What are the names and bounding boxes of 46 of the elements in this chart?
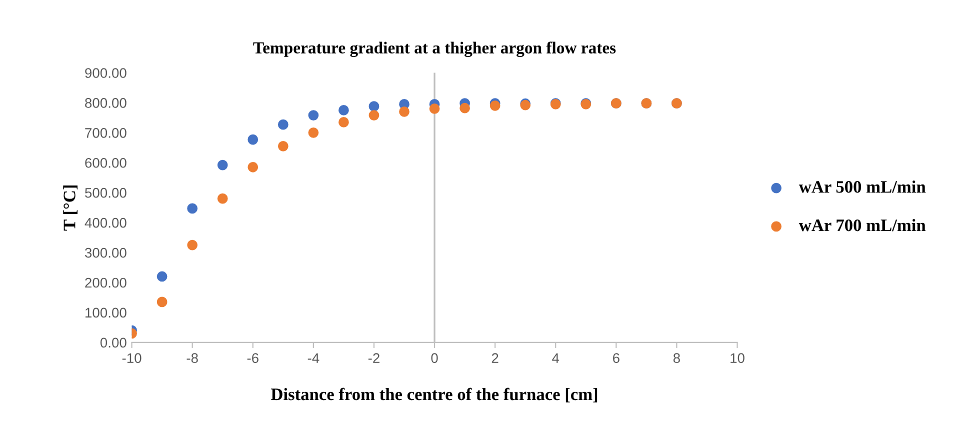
legend-label: wAr 700 mL/min bbox=[798, 218, 926, 232]
y-tick-label: 400.00 bbox=[84, 218, 126, 228]
point bbox=[308, 110, 319, 120]
y-axis-title: T [°C] bbox=[63, 186, 78, 231]
x-tick-label: -10 bbox=[122, 353, 142, 364]
y-tick-label: 800.00 bbox=[85, 98, 126, 108]
point bbox=[278, 140, 288, 152]
y-tick-label: 0.00 bbox=[100, 338, 126, 348]
point bbox=[338, 117, 349, 128]
point bbox=[248, 162, 258, 172]
point bbox=[187, 203, 198, 214]
point bbox=[368, 110, 380, 120]
x-tick-label: -2 bbox=[368, 353, 380, 363]
x-tick-label: 2 bbox=[492, 353, 498, 363]
x-tick-label: -4 bbox=[308, 353, 320, 363]
x-tick-label: 8 bbox=[673, 353, 680, 364]
point bbox=[156, 296, 168, 308]
point bbox=[217, 160, 228, 170]
y-tick-label: 200.00 bbox=[85, 278, 126, 288]
y-tick-label: 300.00 bbox=[84, 248, 126, 258]
point bbox=[490, 100, 500, 111]
chart-title: Temperature gradient at a thigher argon flow rates bbox=[253, 42, 616, 57]
y-tick-label: 100.00 bbox=[86, 308, 126, 318]
x-tick-label: -6 bbox=[247, 353, 258, 364]
point bbox=[156, 271, 168, 282]
point bbox=[368, 101, 380, 112]
point bbox=[248, 134, 258, 145]
point bbox=[217, 193, 228, 204]
point bbox=[308, 127, 319, 138]
legend-label: wAr 500 mL/min bbox=[798, 180, 926, 193]
y-tick-label: 600.00 bbox=[85, 158, 126, 168]
x-axis-title: Distance from the centre of the furnace [cm] bbox=[270, 388, 598, 402]
point bbox=[187, 240, 198, 250]
point bbox=[399, 106, 410, 117]
point bbox=[429, 104, 440, 114]
point bbox=[278, 119, 288, 130]
x-tick-label: 10 bbox=[730, 353, 744, 364]
x-tick-label: 4 bbox=[552, 353, 560, 363]
point bbox=[460, 102, 470, 114]
y-tick-label: 900.00 bbox=[85, 68, 126, 78]
x-tick-label: 0 bbox=[431, 353, 438, 364]
y-tick-label: 700.00 bbox=[85, 128, 126, 138]
x-tick-label: 6 bbox=[613, 353, 620, 364]
point bbox=[338, 105, 349, 116]
y-tick-label: 500.00 bbox=[85, 188, 126, 198]
x-tick-label: -8 bbox=[186, 353, 198, 364]
